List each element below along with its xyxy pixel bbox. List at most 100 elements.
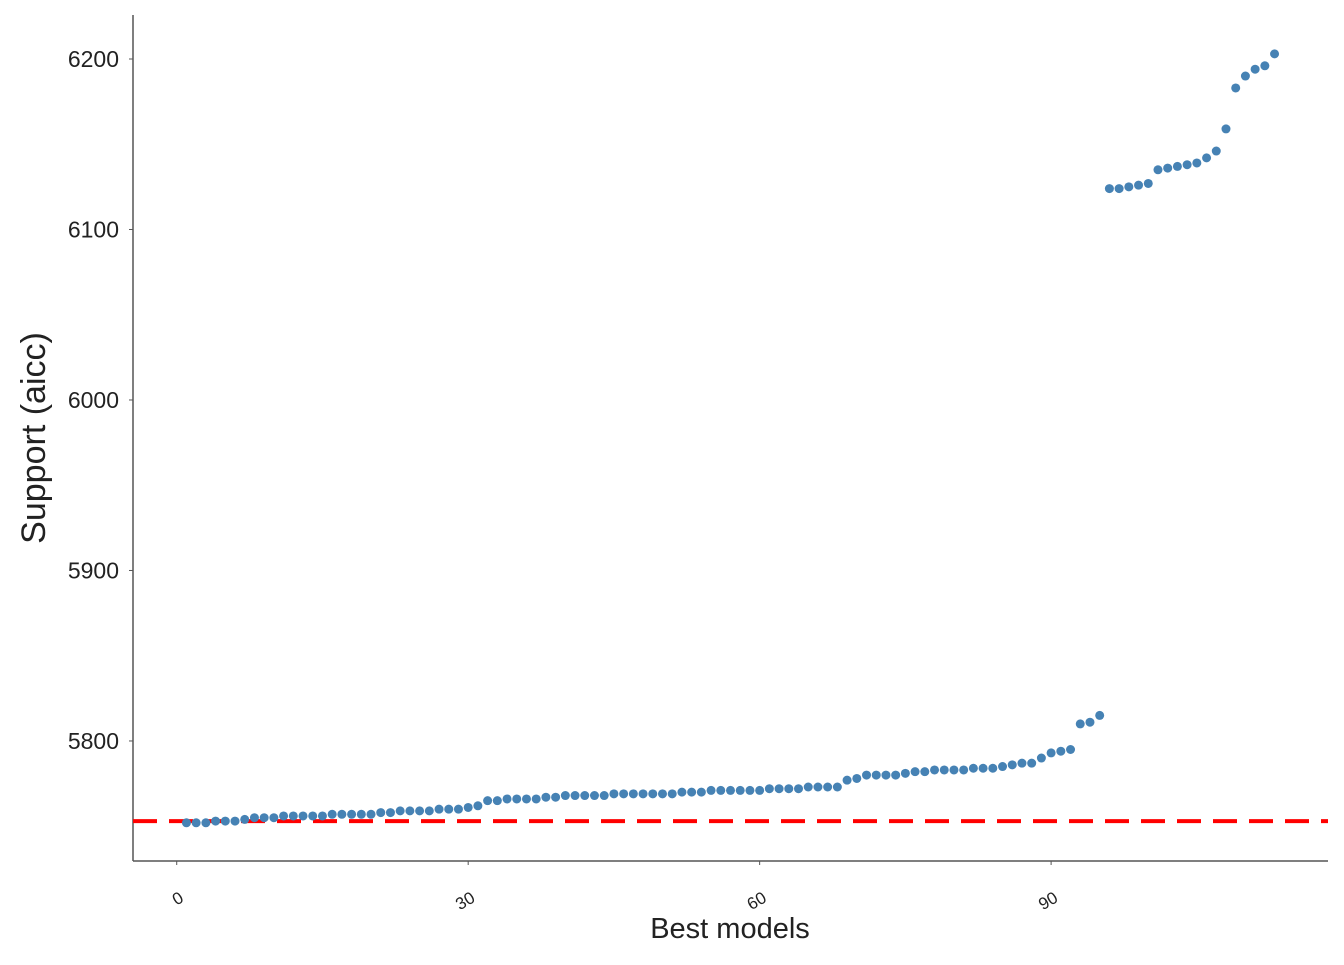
point: [910, 767, 920, 777]
point: [1007, 760, 1017, 770]
point: [240, 814, 250, 824]
point: [492, 796, 502, 806]
point: [531, 794, 541, 804]
point: [988, 763, 998, 773]
point: [1192, 158, 1202, 168]
point: [920, 767, 930, 777]
point: [502, 794, 512, 804]
point: [949, 765, 959, 775]
point: [696, 787, 706, 797]
point: [1085, 717, 1095, 727]
point: [337, 809, 347, 819]
point: [191, 818, 201, 828]
point: [347, 809, 357, 819]
point: [832, 782, 842, 792]
point: [366, 809, 376, 819]
point: [1211, 146, 1221, 156]
point: [1260, 61, 1270, 71]
point: [211, 816, 221, 826]
point: [657, 789, 667, 799]
point: [376, 808, 386, 818]
point: [619, 789, 629, 799]
point: [269, 813, 279, 823]
point: [395, 806, 405, 816]
point: [308, 811, 318, 821]
point: [1124, 182, 1134, 192]
point: [1231, 83, 1241, 93]
point: [1114, 184, 1124, 194]
point: [1182, 160, 1192, 170]
point: [959, 765, 969, 775]
point: [716, 785, 726, 795]
point: [181, 818, 191, 828]
x-axis-title: Best models: [650, 913, 810, 945]
point: [1095, 710, 1105, 720]
point: [589, 791, 599, 801]
point: [551, 792, 561, 802]
point: [687, 787, 697, 797]
point: [998, 762, 1008, 772]
point: [1202, 153, 1212, 163]
point: [1046, 748, 1056, 758]
y-tick-label: 6000: [68, 387, 119, 413]
point: [259, 813, 269, 823]
point: [434, 804, 444, 814]
point: [774, 784, 784, 794]
point: [541, 792, 551, 802]
point: [891, 770, 901, 780]
point: [1163, 163, 1173, 173]
point: [599, 791, 609, 801]
point: [1027, 758, 1037, 768]
point: [1036, 753, 1046, 763]
point: [638, 789, 648, 799]
y-axis-title: Support (aicc): [15, 332, 53, 544]
point: [1240, 71, 1250, 81]
point: [978, 763, 988, 773]
point: [424, 806, 434, 816]
point: [1066, 744, 1076, 754]
point: [706, 785, 716, 795]
point: [1056, 746, 1066, 756]
point: [201, 818, 211, 828]
point: [220, 816, 230, 826]
point: [726, 785, 735, 795]
point: [463, 802, 473, 812]
point: [803, 782, 813, 792]
point: [1104, 184, 1114, 194]
point: [677, 787, 687, 797]
point: [288, 811, 298, 821]
point: [1250, 64, 1260, 74]
point: [764, 784, 774, 794]
y-tick-label: 6100: [68, 216, 119, 242]
point: [1143, 178, 1153, 188]
point: [570, 791, 580, 801]
point: [862, 770, 872, 780]
point: [1075, 719, 1085, 729]
point: [930, 765, 940, 775]
point: [609, 789, 619, 799]
point: [823, 782, 833, 792]
point: [512, 794, 522, 804]
point: [628, 789, 638, 799]
point: [813, 782, 823, 792]
point: [939, 765, 949, 775]
point: [784, 784, 794, 794]
point: [415, 806, 425, 816]
point: [249, 813, 259, 823]
point: [317, 811, 327, 821]
point: [667, 789, 677, 799]
point: [444, 804, 454, 814]
point: [1172, 161, 1182, 171]
point: [483, 796, 493, 806]
point: [230, 816, 240, 826]
point: [1270, 49, 1280, 59]
point: [881, 770, 891, 780]
point: [580, 791, 590, 801]
point: [1017, 758, 1027, 768]
point: [735, 785, 745, 795]
point: [560, 791, 570, 801]
point: [1153, 165, 1163, 175]
point: [745, 785, 755, 795]
